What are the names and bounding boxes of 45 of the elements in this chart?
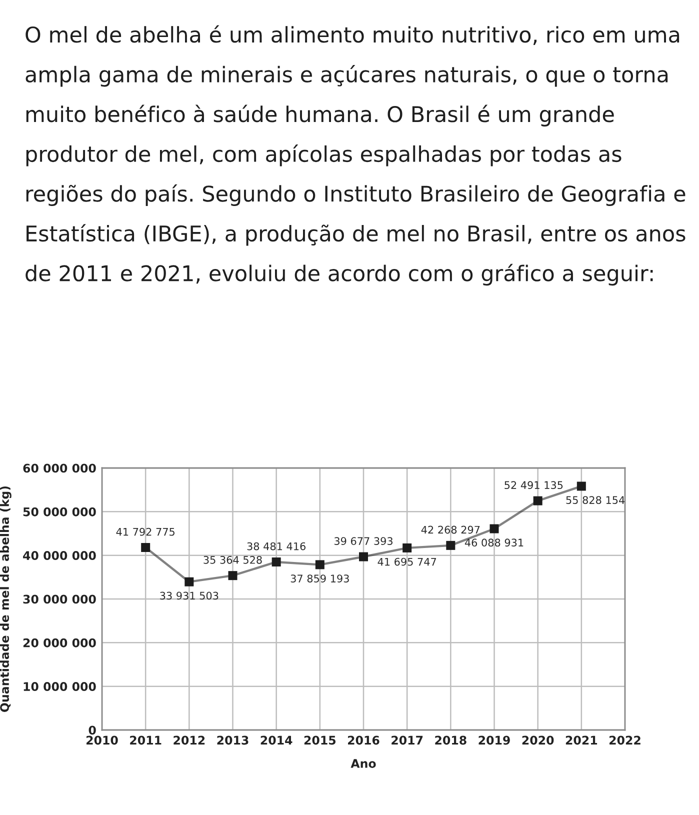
data-label: 55 828 154 <box>566 496 625 504</box>
y-tick-label: 60 000 000 <box>23 464 96 473</box>
x-tick-label: 2011 <box>130 736 162 745</box>
data-label: 41 695 747 <box>378 558 436 566</box>
point <box>228 571 238 580</box>
y-tick-label: 20 000 000 <box>23 638 96 648</box>
data-label: 42 268 297 <box>421 526 480 534</box>
y-tick-label: 40 000 000 <box>23 551 96 560</box>
x-tick-label: 2018 <box>435 736 466 745</box>
chart-title: O mel de abelha é um alimento muito nutritivo, rico em uma ampla gama de minerais e açúcares naturais, o que o torna muito benéfico à saúde humana. O Brasil é um grande produtor de mel, com apícolas espalhadas por todas as regiões do país. Segundo o Instituto Brasileiro de Geografia e Estatística (IBGE), a produção de mel no Brasil, entre os anos de 2011 e 2021, evoluiu de acordo com o gráfico a seguir: <box>26 25 686 286</box>
point <box>490 524 499 534</box>
x-tick-label: 2013 <box>217 736 248 745</box>
data-label: 46 088 931 <box>464 538 524 547</box>
point <box>402 543 412 552</box>
point <box>141 543 150 552</box>
x-tick-label: 2017 <box>392 736 423 745</box>
y-tick-label: 10 000 000 <box>24 682 96 691</box>
x-tick-label: 2020 <box>522 736 554 745</box>
x-tick-label: 2015 <box>304 736 336 745</box>
x-tick-label: 2019 <box>478 736 510 745</box>
x-tick-label: 2016 <box>348 736 380 745</box>
data-label: 33 931 503 <box>160 592 218 600</box>
point <box>576 482 586 491</box>
x-tick-label: 2010 <box>86 736 118 745</box>
point <box>359 552 368 562</box>
data-label: 52 491 135 <box>504 481 563 490</box>
y-tick-label: 50 000 000 <box>23 507 96 516</box>
point <box>315 560 324 570</box>
point <box>272 557 281 566</box>
x-axis-title: Ano <box>350 759 376 768</box>
y-tick-label: 0 <box>88 726 96 735</box>
data-label: 39 677 393 <box>334 537 392 545</box>
point <box>533 496 542 506</box>
data-label: 35 364 528 <box>204 556 262 564</box>
point <box>184 577 194 586</box>
x-tick-label: 2022 <box>610 736 640 745</box>
point <box>446 540 456 550</box>
x-tick-label: 2014 <box>260 736 292 745</box>
data-label: 37 859 193 <box>290 574 349 582</box>
data-label: 38 481 416 <box>247 542 306 550</box>
data-label: 41 792 775 <box>116 528 174 536</box>
y-axis-title: Quantidade de mel de abelha (kg) <box>0 486 12 712</box>
x-tick-label: 2021 <box>566 736 598 745</box>
x-tick-label: 2012 <box>174 736 205 745</box>
y-tick-label: 30 000 000 <box>23 594 96 604</box>
